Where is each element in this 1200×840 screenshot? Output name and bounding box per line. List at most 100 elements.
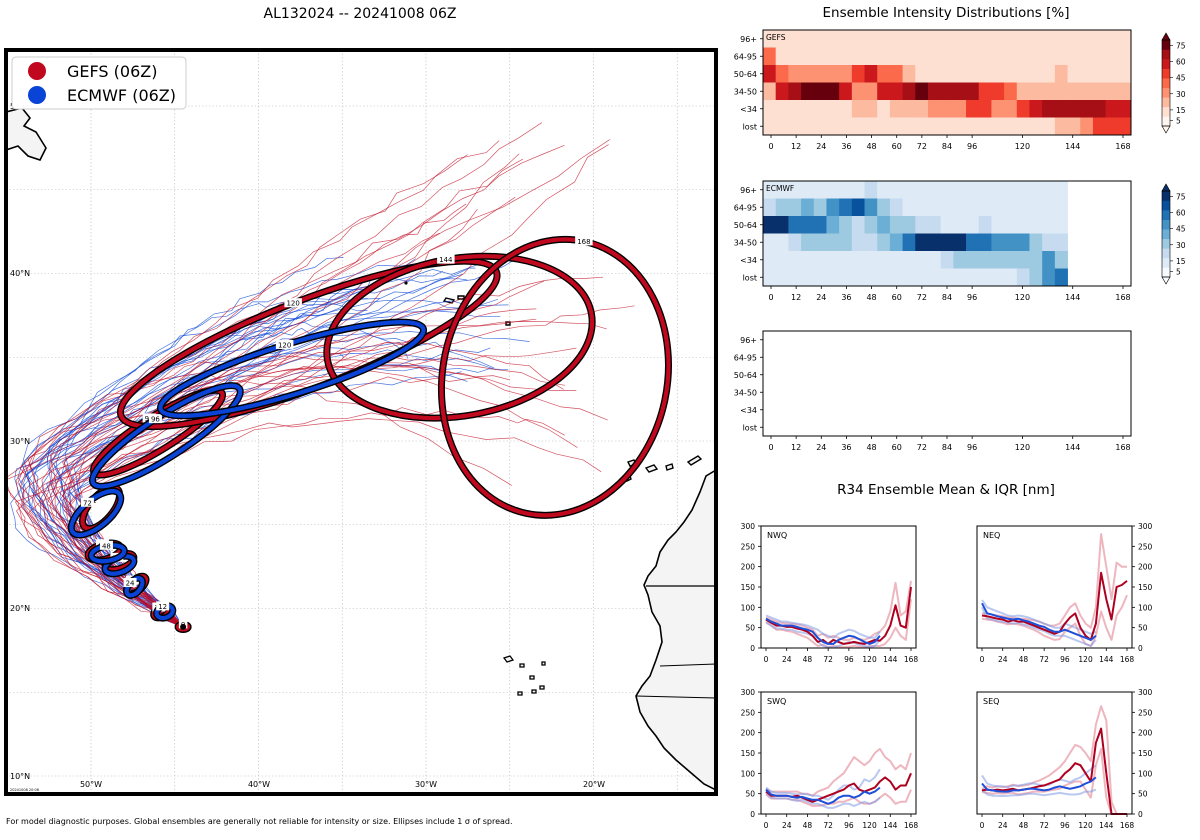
y-tick-label: 300 [741,688,756,697]
colorbar-swatch [1162,87,1170,98]
intensity-cell [864,117,878,136]
colorbar-swatch [1162,78,1170,89]
r34-panel-seq: SEQ 0 50 100 150 200 250 300 0 24 48 72 96 120 144 168 [976,688,1153,830]
intensity-cell [978,181,992,199]
intensity-cell [889,233,903,252]
hour-tick-label: 144 [1065,443,1080,452]
intensity-cell [1105,82,1119,101]
intensity-cell [1004,100,1018,118]
hour-tick-label: 72 [1039,655,1049,664]
intensity-cell [902,47,916,66]
intensity-cell [927,251,942,269]
gefs-legend-label: GEFS (06Z) [67,62,157,81]
label-box [148,414,162,424]
intensity-cell [851,181,865,199]
intensity-cell [813,65,827,83]
member-track [63,122,543,628]
intensity-cell [953,181,967,199]
timestamp-stamp: 20241008 20:06 [10,788,39,792]
intensity-cell [1042,268,1056,287]
intensity-cell [1042,198,1056,217]
intensity-cell [991,117,1005,136]
intensity-cell [902,117,916,136]
intensity-cell [978,251,992,269]
y-tick-label: 0 [1138,644,1143,653]
intensity-cell [788,198,802,217]
intensity-cell [864,251,878,269]
storm-start-point [180,623,187,630]
intensity-cell [1092,65,1107,83]
intensity-cell [902,233,916,252]
intensity-cell [864,100,878,118]
intensity-cell [1004,198,1018,217]
hour-tick-label: 168 [1120,821,1135,830]
intensity-cell [915,65,929,83]
intensity-cell [788,65,802,83]
intensity-cell [1092,117,1107,136]
intensity-cell [927,181,942,199]
intensity-cell [775,100,789,118]
cape-verde-island [502,655,515,663]
hour-tick-label: 84 [942,142,952,151]
intensity-cell [826,47,840,66]
ecmwf-legend-marker [28,86,46,104]
y-tick-label: 200 [741,563,756,572]
figure-title: AL132024 -- 20241008 06Z [264,6,457,22]
intensity-row-label: <34 [740,105,757,114]
intensity-cell [1105,30,1119,48]
hour-tick-label: 48 [866,443,876,452]
intensity-cell [851,198,865,217]
hour-tick-label: 0 [764,821,769,830]
label-box [99,540,113,550]
member-track [28,308,537,628]
intensity-cell [801,251,815,269]
hour-tick-label: 24 [998,655,1008,664]
colorbar-tick-label: 45 [1176,74,1186,83]
intensity-cell [1092,30,1107,48]
intensity-cell [953,82,967,101]
intensity-cell [877,30,891,48]
intensity-cell [966,100,980,118]
intensity-cell [864,233,878,252]
ecmwf-mean-line [765,617,881,645]
intensity-cell [1016,100,1030,118]
intensity-cell [991,198,1005,217]
intensity-cell [763,251,777,269]
gefs-iqr-lower [981,594,1128,647]
intensity-cell [839,100,853,118]
intensity-cell [991,47,1005,66]
intensity-cell [991,30,1005,48]
gefs-iqr-upper [982,533,1127,629]
intensity-row-label: 96+ [740,35,757,44]
intensity-cell [877,181,891,199]
cape-verde-island [517,691,523,696]
intensity-cell [763,82,777,101]
intensity-cell [851,268,865,287]
intensity-cell [775,82,789,101]
gefs-ellipse-168: 168 [437,235,672,519]
intensity-cell [966,268,980,287]
intensity-cell [991,100,1005,118]
intensity-row-label: 34-50 [734,238,757,247]
intensity-cell [775,216,789,234]
y-tick-label: 200 [1138,563,1153,572]
hour-tick-label: 120 [1015,293,1030,302]
ecmwf-ellipse-24: 24 [123,574,146,599]
y-tick-label: 100 [741,769,756,778]
forecast-hour-label: 120 [278,341,291,349]
intensity-cell [940,198,954,217]
gefs-mean-line [981,571,1128,641]
intensity-cell [1054,268,1068,287]
intensity-cell [1042,30,1056,48]
intensity-cell [1092,82,1107,101]
intensity-cell [902,181,916,199]
intensity-cell [877,233,891,252]
intensity-cell [1004,82,1018,101]
cape-verde-island [541,661,546,666]
intensity-cell [978,233,992,252]
forecast-hour-label: 168 [577,238,590,246]
intensity-cell [826,100,840,118]
colorbar-tick-label: 30 [1176,90,1186,99]
intensity-cell [1092,100,1107,118]
